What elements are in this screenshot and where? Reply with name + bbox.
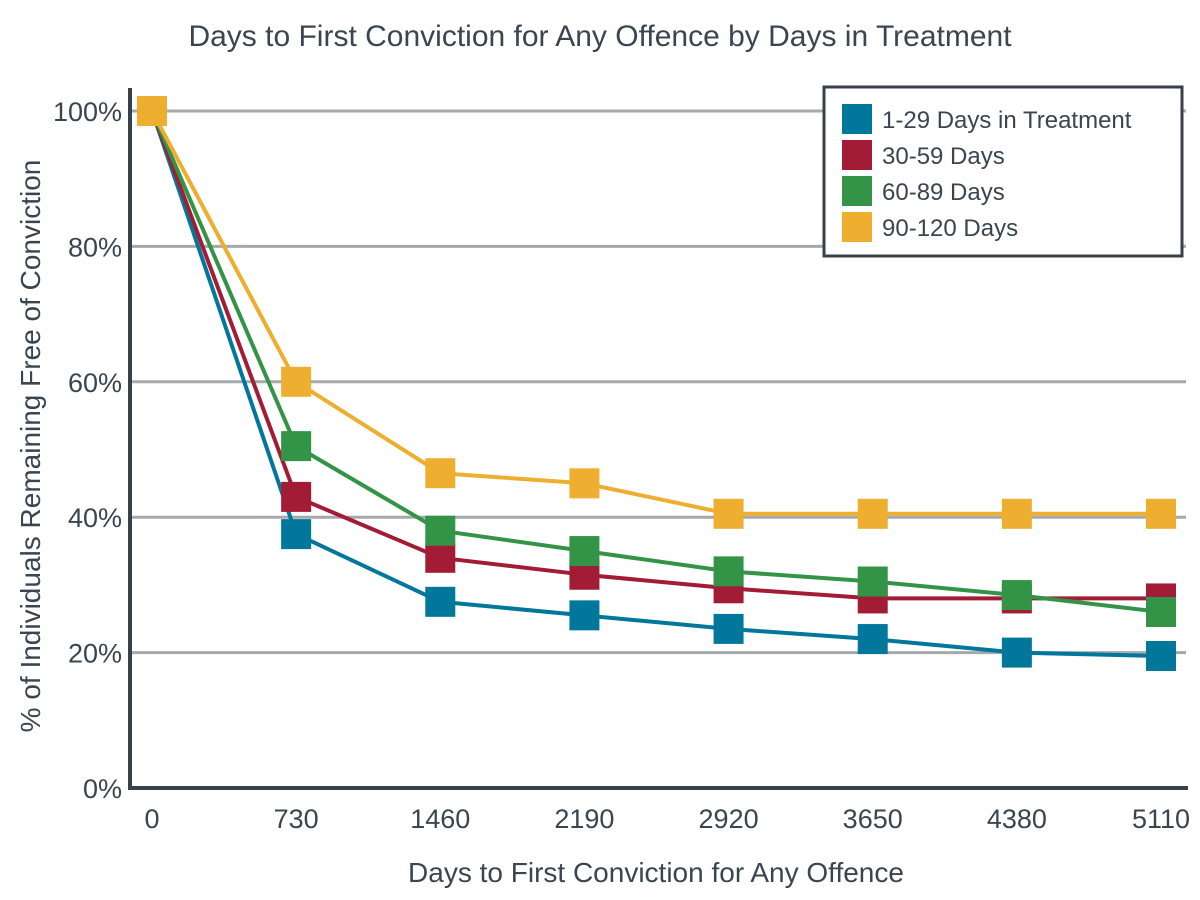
x-tick-label: 0 [144, 804, 159, 834]
data-point [569, 536, 600, 567]
y-tick-labels: 0% 20% 40% 60% 80% 100% [53, 97, 122, 804]
data-point [569, 600, 600, 631]
series-line [150, 110, 1161, 601]
legend-label: 30-59 Days [882, 143, 1005, 170]
y-tick-label: 100% [53, 97, 122, 127]
y-tick-label: 20% [68, 639, 122, 669]
data-point [857, 566, 888, 597]
y-tick-label: 80% [68, 232, 122, 262]
x-tick-label: 2190 [554, 804, 614, 834]
series-line [150, 110, 1162, 614]
legend-label: 1-29 Days in Treatment [882, 107, 1132, 134]
series-line [150, 110, 1162, 658]
data-point [569, 468, 600, 499]
data-point [1146, 498, 1176, 529]
data-point [425, 542, 456, 573]
legend-swatch [842, 104, 872, 134]
x-tick-label: 1460 [410, 804, 470, 834]
y-tick-label: 40% [68, 503, 122, 533]
legend: 1-29 Days in Treatment 30-59 Days 60-89 Da… [822, 85, 1184, 258]
legend-label: 90-120 Days [882, 215, 1018, 242]
legend-box [822, 85, 1184, 258]
data-point [1001, 580, 1032, 611]
data-point [1146, 640, 1176, 671]
x-tick-labels: 0 730 1460 2190 2920 3650 4380 5110 [144, 804, 1190, 834]
data-point [857, 498, 888, 529]
y-axis-label: % of Individuals Remaining Free of Convi… [15, 160, 46, 733]
legend-swatch [842, 212, 872, 242]
series [137, 96, 1176, 671]
data-point [281, 431, 312, 462]
data-point [425, 586, 456, 617]
series-group [137, 96, 1176, 529]
data-point [1146, 596, 1176, 627]
data-point [1001, 498, 1032, 529]
data-point [425, 458, 456, 489]
x-tick-label: 5110 [1132, 804, 1190, 834]
y-tick-label: 60% [68, 368, 122, 398]
legend-items: 1-29 Days in Treatment 30-59 Days 60-89 Da… [842, 104, 1132, 242]
x-tick-label: 2920 [699, 804, 759, 834]
legend-swatch [842, 140, 872, 170]
x-tick-label: 3650 [843, 804, 903, 834]
series-group [137, 96, 1176, 614]
data-point [713, 613, 744, 644]
series-line [150, 110, 1161, 516]
y-tick-label: 0% [83, 774, 122, 804]
data-point [713, 498, 744, 529]
data-point [857, 624, 888, 655]
data-point [281, 519, 312, 550]
legend-label: 60-89 Days [882, 179, 1005, 206]
data-point [425, 515, 456, 546]
data-point [137, 96, 167, 126]
series-group [137, 96, 1176, 671]
chart-title: Days to First Conviction for Any Offence… [188, 20, 1012, 53]
axes [128, 88, 1188, 790]
data-point [281, 481, 312, 512]
x-tick-label: 730 [274, 804, 319, 834]
legend-swatch [842, 176, 872, 206]
x-axis-label: Days to First Conviction for Any Offence [408, 857, 904, 888]
data-point [281, 366, 312, 397]
x-tick-label: 4380 [987, 804, 1047, 834]
data-point [713, 556, 744, 587]
data-point [1001, 637, 1032, 668]
